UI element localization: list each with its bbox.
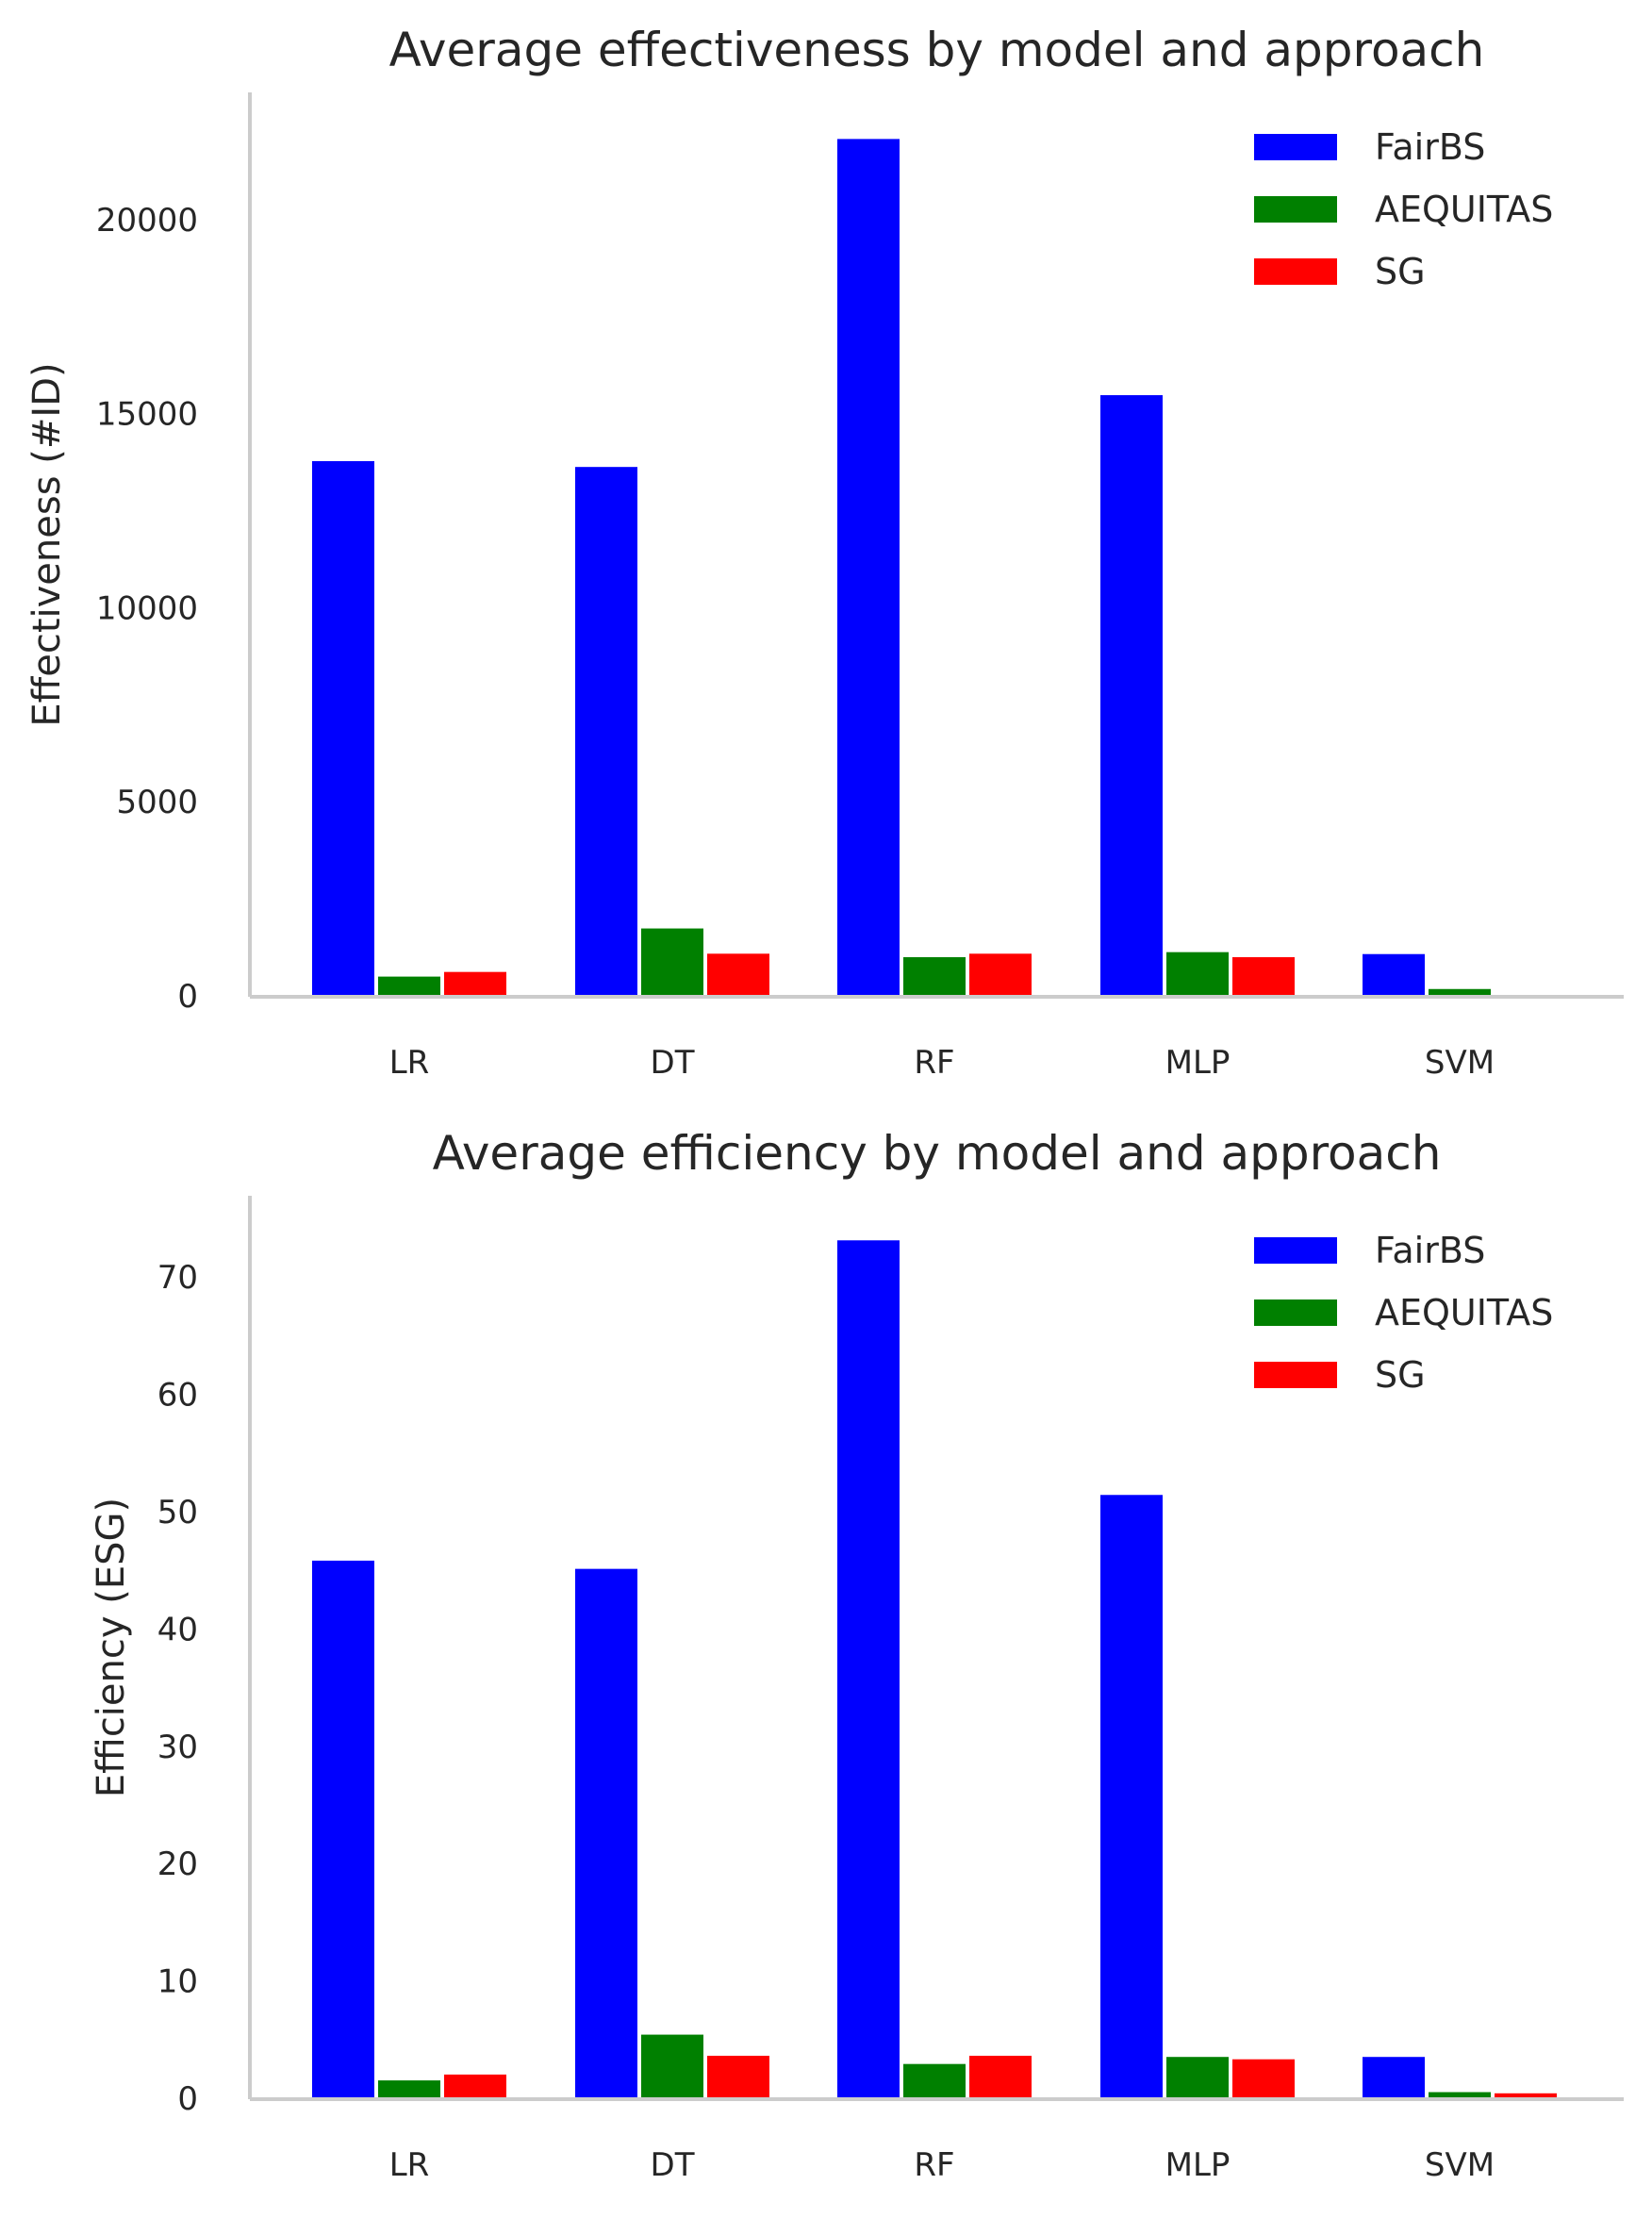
x-tick-label: RF	[914, 2146, 954, 2184]
x-tick-label: MLP	[1165, 1044, 1231, 1082]
legend-label: AEQUITAS	[1375, 1292, 1553, 1333]
y-tick-label: 10	[157, 1963, 198, 2001]
bar-aequitas-lr	[378, 976, 440, 997]
bar-sg-dt	[707, 953, 769, 997]
y-tick-label: 20000	[96, 202, 198, 240]
y-tick-label: 10000	[96, 589, 198, 627]
bar-sg-rf	[969, 953, 1032, 997]
legend-label: FairBS	[1375, 1230, 1485, 1271]
x-tick-label: DT	[651, 1044, 695, 1082]
bar-fairbs-svm	[1363, 953, 1425, 997]
bars	[312, 139, 1491, 998]
legend-swatch-sg	[1254, 258, 1337, 285]
bar-fairbs-lr	[312, 1560, 374, 2099]
bar-sg-dt	[707, 2055, 769, 2099]
chart-1: Average effectiveness by model and appro…	[25, 23, 1624, 1082]
y-axis-label: Effectiveness (#ID)	[25, 362, 69, 726]
bar-fairbs-dt	[575, 467, 637, 998]
chart-title: Average effectiveness by model and appro…	[389, 23, 1485, 77]
bar-aequitas-mlp	[1166, 952, 1229, 997]
bar-fairbs-rf	[837, 139, 900, 997]
bar-aequitas-svm	[1429, 988, 1491, 997]
y-tick-label: 70	[157, 1259, 198, 1297]
x-tick-label: SVM	[1425, 2146, 1495, 2184]
y-tick-label: 0	[177, 2080, 198, 2118]
y-tick-label: 15000	[96, 396, 198, 434]
legend-label: FairBS	[1375, 126, 1485, 168]
legend-swatch-fairbs	[1254, 1237, 1337, 1264]
legend-swatch-fairbs	[1254, 134, 1337, 160]
legend-swatch-sg	[1254, 1362, 1337, 1388]
x-tick-label: DT	[651, 2146, 695, 2184]
bar-aequitas-svm	[1429, 2092, 1491, 2099]
bar-fairbs-svm	[1363, 2057, 1425, 2099]
bar-aequitas-lr	[378, 2080, 440, 2099]
x-tick-label: RF	[914, 1044, 954, 1082]
legend-swatch-aequitas	[1254, 1299, 1337, 1326]
bar-fairbs-rf	[837, 1240, 900, 2099]
y-tick-label: 0	[177, 978, 198, 1016]
bar-sg-svm	[1495, 2093, 1557, 2099]
x-tick-label: LR	[389, 1044, 430, 1082]
legend-label: AEQUITAS	[1375, 189, 1553, 230]
x-tick-label: LR	[389, 2146, 430, 2184]
x-tick-label: SVM	[1425, 1044, 1495, 1082]
bar-aequitas-dt	[641, 2034, 703, 2099]
bar-aequitas-dt	[641, 928, 703, 997]
legend: FairBS AEQUITAS SG	[1254, 1230, 1553, 1396]
y-axis-label: Efficiency (ESG)	[90, 1498, 133, 1797]
legend: FairBS AEQUITAS SG	[1254, 126, 1553, 292]
legend-swatch-aequitas	[1254, 196, 1337, 223]
chart-2: Average efficiency by model and approach…	[90, 1126, 1624, 2184]
y-tick-label: 20	[157, 1846, 198, 1883]
bar-sg-lr	[444, 971, 506, 997]
legend-label: SG	[1375, 251, 1426, 292]
y-tick-label: 30	[157, 1729, 198, 1766]
bar-fairbs-mlp	[1100, 1495, 1163, 2099]
bar-fairbs-mlp	[1100, 395, 1163, 997]
y-tick-label: 50	[157, 1494, 198, 1531]
bar-fairbs-lr	[312, 461, 374, 998]
y-tick-label: 40	[157, 1611, 198, 1648]
bar-aequitas-rf	[903, 957, 966, 997]
legend-label: SG	[1375, 1354, 1426, 1396]
bar-fairbs-dt	[575, 1568, 637, 2099]
bar-sg-mlp	[1232, 957, 1295, 997]
bars	[312, 1240, 1557, 2099]
y-tick-label: 60	[157, 1377, 198, 1415]
bar-aequitas-rf	[903, 2063, 966, 2099]
chart-title: Average efficiency by model and approach	[433, 1126, 1442, 1181]
bar-sg-lr	[444, 2074, 506, 2099]
bar-sg-rf	[969, 2055, 1032, 2099]
bar-aequitas-mlp	[1166, 2057, 1229, 2099]
x-tick-label: MLP	[1165, 2146, 1231, 2184]
y-tick-label: 5000	[116, 784, 198, 821]
bar-sg-mlp	[1232, 2059, 1295, 2099]
